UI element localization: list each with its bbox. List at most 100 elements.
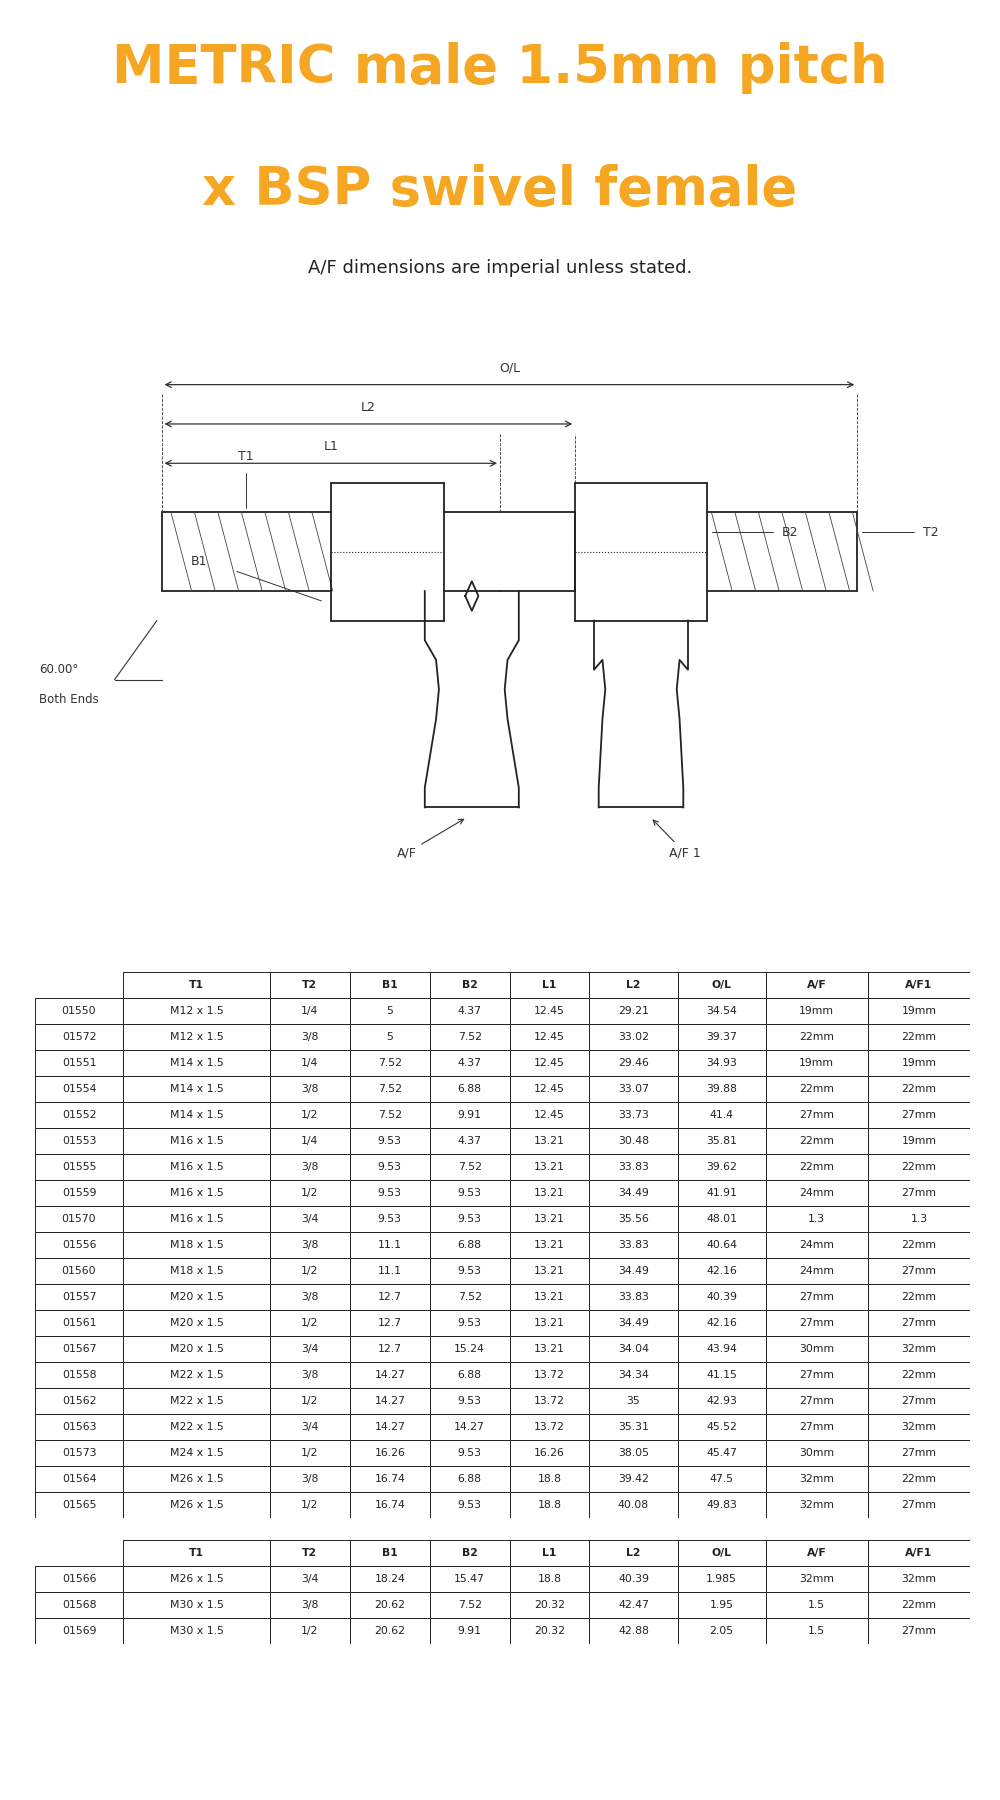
Bar	[350, 1336, 430, 1363]
Text: 3/8: 3/8	[301, 1600, 319, 1609]
Bar	[35, 1440, 123, 1465]
Text: 14.27: 14.27	[374, 1370, 405, 1381]
Bar	[510, 1440, 589, 1465]
Bar	[350, 1206, 430, 1231]
Bar	[123, 1363, 270, 1388]
Text: 35: 35	[627, 1397, 640, 1406]
Bar	[589, 1154, 678, 1181]
Text: 9.53: 9.53	[458, 1265, 482, 1276]
Text: 1/4: 1/4	[301, 1058, 319, 1067]
Bar	[766, 1363, 868, 1388]
Text: 33.83: 33.83	[618, 1163, 649, 1172]
Bar	[35, 1388, 123, 1415]
Bar	[350, 1618, 430, 1643]
Text: 01550: 01550	[62, 1006, 96, 1015]
Bar	[868, 972, 970, 997]
Text: M16 x 1.5: M16 x 1.5	[170, 1163, 223, 1172]
Bar	[350, 1258, 430, 1283]
Bar	[350, 972, 430, 997]
Text: 27mm: 27mm	[799, 1422, 834, 1433]
Bar	[589, 1310, 678, 1336]
Text: 32mm: 32mm	[799, 1499, 834, 1510]
Text: 27mm: 27mm	[799, 1397, 834, 1406]
Text: 20.62: 20.62	[374, 1625, 405, 1636]
Bar	[678, 1591, 766, 1618]
Text: M20 x 1.5: M20 x 1.5	[170, 1345, 223, 1354]
Text: 9.53: 9.53	[458, 1318, 482, 1328]
Bar	[868, 1465, 970, 1492]
Text: L1: L1	[542, 979, 557, 990]
Bar	[589, 1231, 678, 1258]
Text: M30 x 1.5: M30 x 1.5	[170, 1600, 223, 1609]
Bar	[123, 1415, 270, 1440]
Text: 01559: 01559	[62, 1188, 96, 1199]
Bar	[430, 1415, 510, 1440]
Bar	[35, 1283, 123, 1310]
Text: L2: L2	[626, 979, 641, 990]
Bar	[35, 1231, 123, 1258]
Text: 1.985: 1.985	[706, 1573, 737, 1584]
Bar	[270, 1076, 350, 1102]
Text: 34.34: 34.34	[618, 1370, 649, 1381]
Bar	[510, 1231, 589, 1258]
Bar	[766, 1440, 868, 1465]
Bar	[430, 1539, 510, 1566]
Text: 33.07: 33.07	[618, 1084, 649, 1094]
Text: 19mm: 19mm	[901, 1136, 936, 1147]
Bar	[35, 1206, 123, 1231]
Bar	[350, 1465, 430, 1492]
Bar	[510, 1181, 589, 1206]
Text: 13.21: 13.21	[534, 1136, 565, 1147]
Bar	[350, 997, 430, 1024]
Text: 7.52: 7.52	[458, 1163, 482, 1172]
Text: 42.16: 42.16	[706, 1318, 737, 1328]
Text: 27mm: 27mm	[901, 1318, 936, 1328]
Bar	[868, 1258, 970, 1283]
Bar	[589, 1492, 678, 1517]
Text: 18.24: 18.24	[374, 1573, 405, 1584]
Bar	[350, 1415, 430, 1440]
Bar	[510, 1618, 589, 1643]
Text: 1/2: 1/2	[301, 1625, 319, 1636]
Text: 19mm: 19mm	[799, 1058, 834, 1067]
Text: 22mm: 22mm	[901, 1084, 936, 1094]
Text: B1: B1	[382, 1548, 398, 1557]
Bar	[868, 1618, 970, 1643]
Bar	[430, 997, 510, 1024]
Text: 15.24: 15.24	[454, 1345, 485, 1354]
Text: 39.37: 39.37	[706, 1031, 737, 1042]
Bar	[589, 1336, 678, 1363]
Text: 1.5: 1.5	[808, 1625, 825, 1636]
Text: 34.49: 34.49	[618, 1318, 649, 1328]
Text: 1/2: 1/2	[301, 1318, 319, 1328]
Text: 38.05: 38.05	[618, 1447, 649, 1458]
Bar	[270, 1415, 350, 1440]
Text: 22mm: 22mm	[901, 1600, 936, 1609]
Text: 01552: 01552	[62, 1111, 96, 1120]
Bar	[123, 1231, 270, 1258]
Text: 1/4: 1/4	[301, 1136, 319, 1147]
Bar	[350, 1310, 430, 1336]
Text: 7.52: 7.52	[458, 1292, 482, 1301]
Text: 9.91: 9.91	[458, 1625, 482, 1636]
Bar	[510, 997, 589, 1024]
Text: M22 x 1.5: M22 x 1.5	[170, 1370, 223, 1381]
Text: 3/4: 3/4	[301, 1422, 319, 1433]
Bar	[35, 1336, 123, 1363]
Text: 20.32: 20.32	[534, 1600, 565, 1609]
Bar	[350, 1154, 430, 1181]
Bar	[35, 1492, 123, 1517]
Text: B2: B2	[462, 1548, 478, 1557]
Bar	[766, 1076, 868, 1102]
Bar	[35, 1102, 123, 1129]
Text: 42.47: 42.47	[618, 1600, 649, 1609]
Text: 7.52: 7.52	[378, 1058, 402, 1067]
Text: 14.27: 14.27	[374, 1397, 405, 1406]
Bar	[430, 972, 510, 997]
Bar	[35, 997, 123, 1024]
Bar	[589, 1283, 678, 1310]
Text: 27mm: 27mm	[799, 1318, 834, 1328]
Text: 1.3: 1.3	[808, 1213, 825, 1224]
Bar	[510, 1363, 589, 1388]
Bar	[270, 1024, 350, 1049]
